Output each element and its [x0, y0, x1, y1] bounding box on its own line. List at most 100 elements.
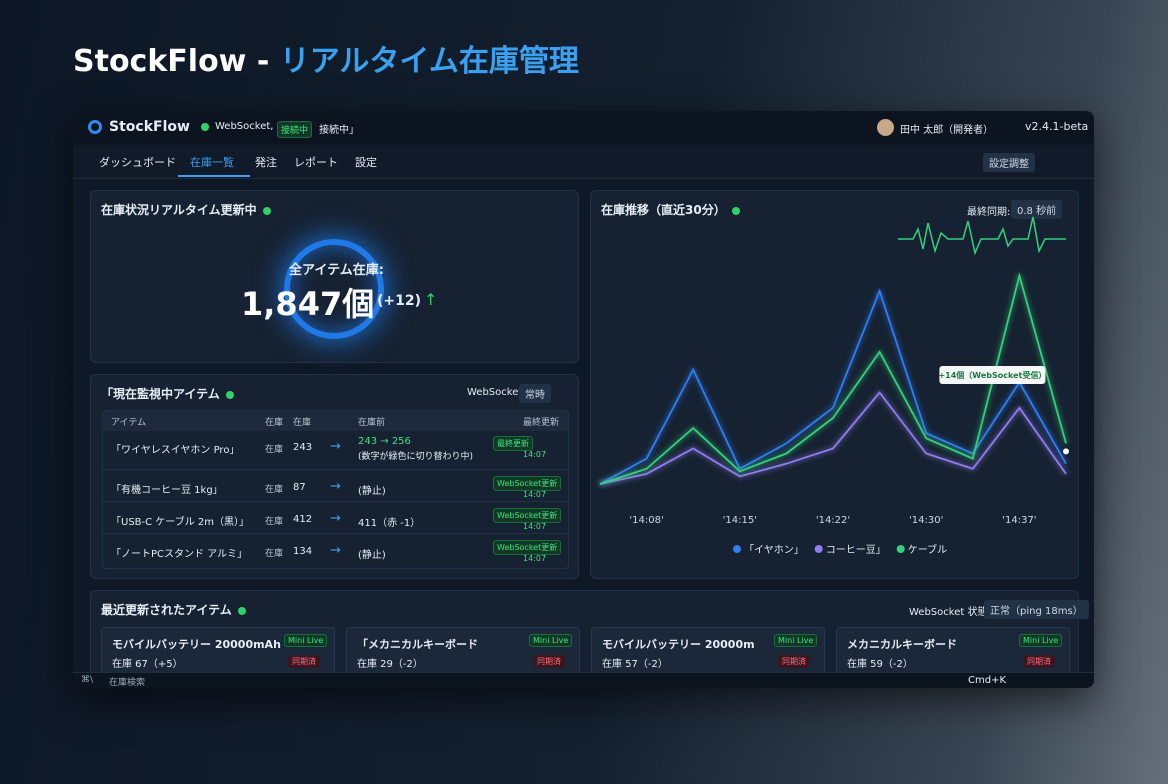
status-label: WebSocket 状態: [909, 607, 991, 618]
update-time: 14:07 [523, 522, 547, 531]
x-tick-label: '14:08' [629, 515, 663, 526]
arrow: → [330, 511, 341, 526]
card-name: 「メカニカルキーボード [357, 638, 478, 651]
ws-label: WebSocket, [215, 121, 274, 132]
row-divider [103, 533, 568, 534]
change: (静止) [358, 550, 386, 561]
card-name: メカニカルキーボード [847, 638, 957, 651]
item-name: 「ワイヤレスイヤホン Pro」 [111, 445, 240, 456]
x-tick-label: '14:30' [909, 515, 943, 526]
stock: 412 [293, 514, 313, 525]
sync-value[interactable]: 0.8 秒前 [1011, 200, 1063, 219]
sparkline [898, 216, 1066, 256]
stock: 87 [293, 482, 306, 493]
overview-title: 在庫状況リアルタイム更新中 [101, 203, 257, 217]
nav-item[interactable]: ダッシュボード [99, 156, 176, 169]
search[interactable]: 在庫検索 [109, 678, 146, 688]
x-tick-label: '14:22' [816, 515, 850, 526]
nav-item[interactable]: 設定 [355, 156, 377, 169]
card-stock: 在庫 57（-2） [602, 659, 668, 670]
nav-action[interactable]: 設定調整 [983, 153, 1035, 172]
filter-select[interactable]: 常時 [519, 384, 551, 403]
row-divider [103, 469, 568, 470]
sync-badge: 同期済 [288, 655, 320, 668]
user-name[interactable]: 田中 太郎（開発者） [900, 125, 994, 136]
series-line [599, 272, 1067, 485]
panel-title: 「現在監視中アイテム [101, 385, 234, 402]
x-tick-label: '14:15' [723, 515, 757, 526]
update-time: 14:07 [523, 554, 547, 563]
change: 411（赤 -1） [358, 518, 421, 529]
live-dot [731, 206, 740, 215]
header-bar: StockFlow WebSocket, 接続中 接続中」 田中 太郎（開発者）… [73, 111, 1094, 146]
column-header: 最終更新 [523, 418, 560, 428]
logo-icon [88, 120, 102, 134]
live-dot [225, 390, 234, 399]
footer-bar: ⌘\ 在庫検索 Cmd+K [73, 672, 1094, 688]
live-badge: Mini Live [284, 634, 328, 647]
card-name: モバイルバッテリー 20000mAh [112, 638, 281, 651]
nav-item[interactable]: 発注 [255, 156, 277, 169]
item-name: 「USB-C ケーブル 2m（黒）」 [111, 517, 249, 528]
annotation-box [939, 366, 1046, 384]
nav-item[interactable]: 在庫一覧 [190, 156, 234, 169]
card-stock: 在庫 59（-2） [847, 659, 913, 670]
monitor-title: 「現在監視中アイテム [101, 387, 220, 401]
table-header [103, 411, 568, 431]
up-arrow: ↑ [424, 290, 438, 309]
column-header: アイテム [111, 418, 147, 428]
total-value: 1,847個 [241, 285, 375, 323]
column-header: 在庫 [265, 418, 284, 428]
sync-badge: 同期済 [533, 655, 565, 668]
change: 243 → 256 [358, 436, 411, 447]
monitor-panel: 「現在監視中アイテム WebSocket 常時 アイテム 在庫 在庫 在庫前 最終更新「… [90, 374, 579, 579]
status-value: 正常（ping 18ms） [984, 600, 1089, 619]
stock-unit: 在庫 [265, 445, 284, 455]
panel-title: 在庫状況リアルタイム更新中 [101, 201, 271, 218]
panel-title: 最近更新されたアイテム [101, 601, 246, 618]
update-time: 14:07 [523, 450, 547, 459]
stock-unit: 在庫 [265, 485, 284, 495]
nav-bar: 設定調整 ダッシュボード 在庫一覧 発注 レポート 設定 [73, 145, 1094, 179]
series-line [599, 391, 1067, 485]
live-dot [262, 206, 271, 215]
avatar[interactable] [877, 119, 894, 136]
item-name: 「有機コーヒー豆 1kg」 [111, 485, 223, 496]
legend-label: コーヒー豆」 [826, 544, 886, 556]
nav-item[interactable]: レポート [294, 156, 338, 169]
status-dot [201, 123, 209, 131]
change-note: (数字が緑色に切り替わり中) [358, 452, 474, 462]
row-divider [103, 501, 568, 502]
live-badge: Mini Live [1019, 634, 1063, 647]
update-badge: WebSocket更新 [493, 540, 562, 555]
card-stock: 在庫 29（-2） [357, 659, 423, 670]
shortcut: Cmd+K [968, 675, 1007, 686]
glow-ring [284, 239, 384, 339]
total-label: 全アイテム在庫: [289, 263, 384, 278]
stock: 243 [293, 442, 313, 453]
nav-underline [178, 175, 250, 177]
update-badge: WebSocket更新 [493, 508, 562, 523]
monitor-table: アイテム 在庫 在庫 在庫前 最終更新 「ワイヤレスイヤホン Pro」 在庫 243 → 243 … [102, 410, 569, 569]
card-stock: 在庫 67（+5） [112, 659, 183, 670]
update-badge: 最終更新 [493, 436, 533, 451]
sync-label: 最終同期: [967, 207, 1011, 218]
stock-unit: 在庫 [265, 517, 284, 527]
arrow: → [330, 543, 341, 558]
arrow: → [330, 479, 341, 494]
sync-badge: 同期済 [778, 655, 810, 668]
logo[interactable]: StockFlow [109, 119, 190, 135]
series-line [599, 288, 1067, 485]
live-badge: Mini Live [529, 634, 573, 647]
chart: '14:08' '14:15' '14:22' '14:30' '14:37' +14個（… [599, 216, 1069, 556]
change: (静止) [358, 486, 386, 497]
stock: 134 [293, 546, 313, 557]
version: v2.4.1-beta [1025, 120, 1089, 133]
page-title: StockFlow - リアルタイム在庫管理 [73, 36, 579, 80]
app-window: StockFlow WebSocket, 接続中 接続中」 田中 太郎（開発者）… [73, 111, 1094, 688]
stock-unit: 在庫 [265, 549, 284, 559]
item-name: 「ノートPCスタンド アルミ」 [111, 549, 248, 560]
card-name: モバイルバッテリー 20000m [602, 638, 755, 651]
